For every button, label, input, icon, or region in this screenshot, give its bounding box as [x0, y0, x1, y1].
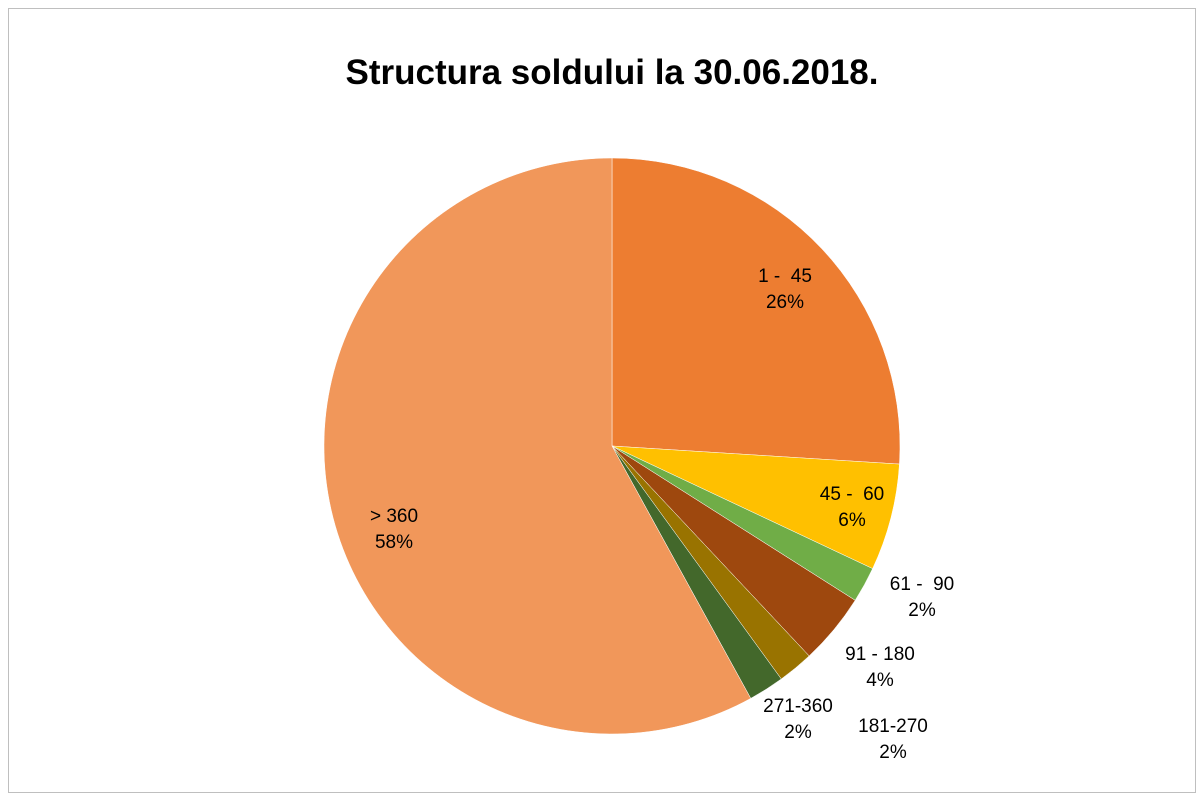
category-label: 91 - 180	[845, 644, 915, 665]
percent-label: 6%	[838, 510, 866, 531]
category-label: 271-360	[763, 696, 833, 717]
data-label: 91 - 180 4%	[845, 644, 915, 691]
category-label: 181-270	[858, 716, 928, 737]
percent-label: 2%	[908, 600, 936, 621]
category-label: 61 - 90	[890, 574, 954, 595]
chart-title: Structura soldului la 30.06.2018.	[346, 53, 879, 92]
percent-label: 58%	[375, 532, 413, 553]
percent-label: 26%	[766, 292, 804, 313]
data-label: 61 - 90 2%	[890, 574, 954, 621]
pie-slice	[323, 157, 752, 735]
percent-label: 2%	[879, 742, 907, 763]
data-label: 181-270 2%	[858, 716, 928, 763]
percent-label: 4%	[866, 670, 894, 691]
data-label: 1 - 45 26%	[758, 266, 812, 313]
category-label: 1 - 45	[758, 266, 812, 287]
data-label: 45 - 60 6%	[820, 484, 884, 531]
category-label: 45 - 60	[820, 484, 884, 505]
data-label: > 360 58%	[370, 506, 418, 553]
category-label: > 360	[370, 506, 418, 527]
percent-label: 2%	[784, 722, 812, 743]
pie-slice	[611, 157, 901, 465]
data-label: 271-360 2%	[763, 696, 833, 743]
